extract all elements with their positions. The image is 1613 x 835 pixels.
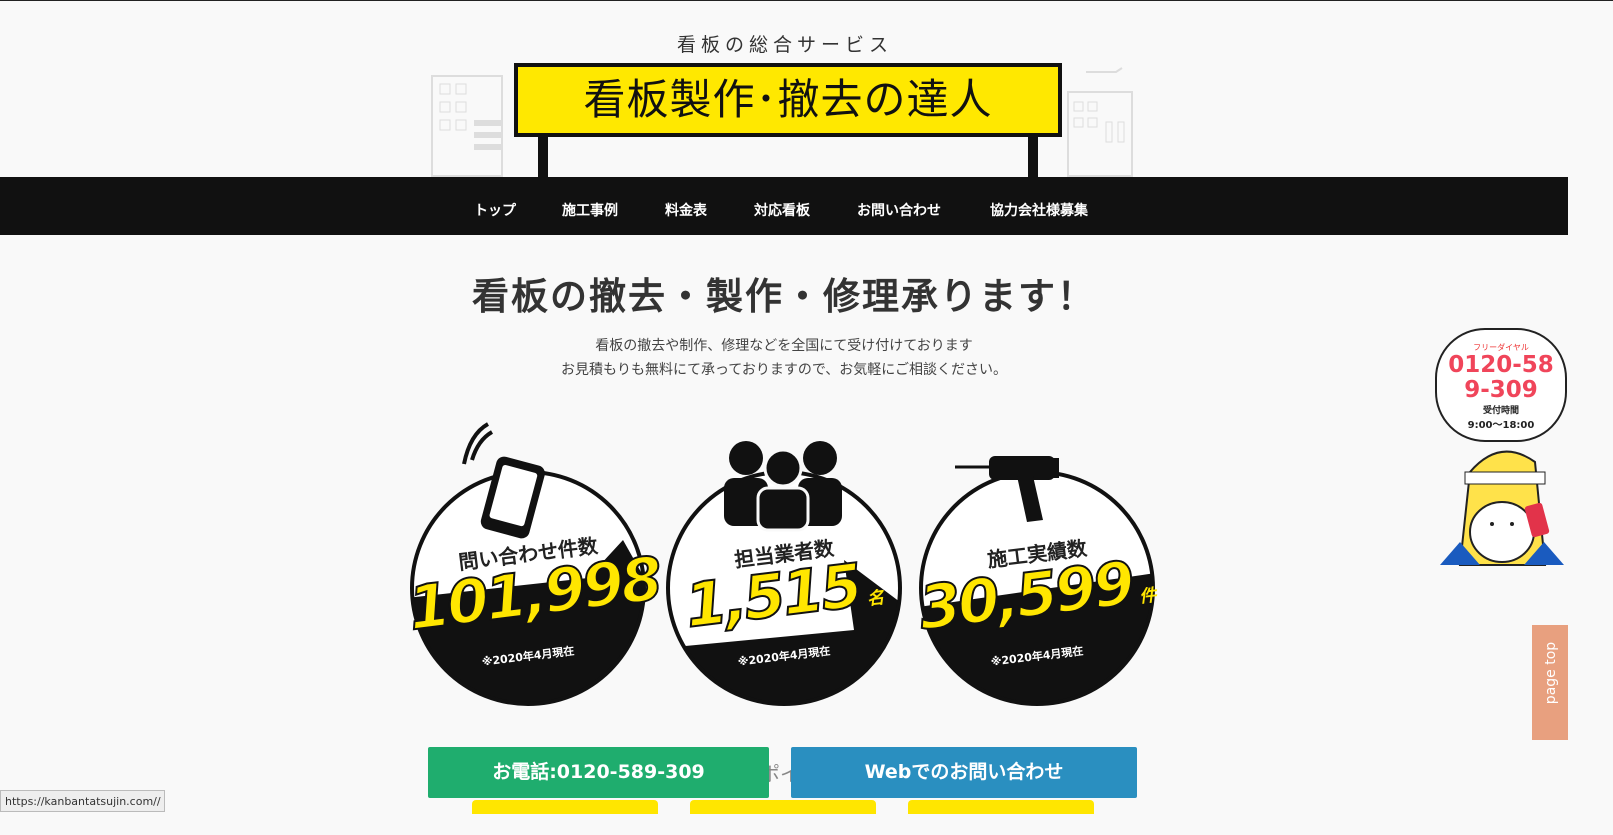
phone-button[interactable]: お電話:0120-589-309 <box>428 747 769 798</box>
status-bar: https://kanbantatsujin.com// <box>0 790 165 812</box>
mascot <box>1440 450 1564 566</box>
nav-item[interactable]: お問い合わせ <box>857 203 941 219</box>
phone: 0120-589-309 <box>1448 352 1554 403</box>
hero-text: お見積もりも無料にて承っておりますので、お気軽にご相談ください。 <box>560 362 1008 378</box>
caption: フリーダイヤル <box>1473 343 1529 352</box>
sign-post <box>1028 135 1038 177</box>
page-top-button[interactable]: page top <box>1532 625 1568 740</box>
stat-card: 担当業者数 1,515 名 ※2020年4月現在 <box>644 420 924 720</box>
tagline: 看板の総合サービス <box>676 34 893 56</box>
hours-label: 受付時間 <box>1482 406 1519 416</box>
web-button[interactable]: Webでのお問い合わせ <box>791 747 1137 798</box>
logo[interactable]: 看板製作･撤去の達人 <box>514 63 1062 137</box>
stat-graphic <box>410 422 646 706</box>
nav-item[interactable]: 対応看板 <box>754 203 810 219</box>
nav-item[interactable]: 協力会社様募集 <box>990 203 1088 219</box>
nav-bar <box>0 177 1568 235</box>
nav-item[interactable]: 料金表 <box>665 203 707 219</box>
yellow-tab <box>690 800 876 814</box>
stat-graphic <box>666 441 902 706</box>
top-border <box>0 0 1613 1</box>
page-top-label: page top <box>1543 641 1559 705</box>
stat-graphic <box>919 456 1155 706</box>
yellow-tab <box>908 800 1094 814</box>
building-right <box>1067 67 1133 177</box>
hero-title: 看板の撤去・製作・修理承ります！ <box>472 275 1096 318</box>
stat-unit: 名 <box>865 587 886 610</box>
sign-post <box>538 135 548 177</box>
hero-text: 看板の撤去や制作、修理などを全国にて受け付けております <box>595 338 973 354</box>
stat-card: 施工実績数 30,599 件 ※2020年4月現在 <box>897 420 1177 720</box>
building-left <box>431 75 503 177</box>
hours: 9:00〜18:00 <box>1467 420 1535 431</box>
nav-item[interactable]: 施工事例 <box>562 203 618 219</box>
stat-unit: 件 <box>1138 585 1158 608</box>
stat-card: 問い合わせ件数 101,998件 ※2020年4月現在 <box>388 420 685 720</box>
phone-bubble[interactable]: フリーダイヤル 0120-589-309 受付時間 9:00〜18:00 <box>1435 328 1567 442</box>
nav-item[interactable]: トップ <box>474 203 516 219</box>
yellow-tab <box>472 800 658 814</box>
